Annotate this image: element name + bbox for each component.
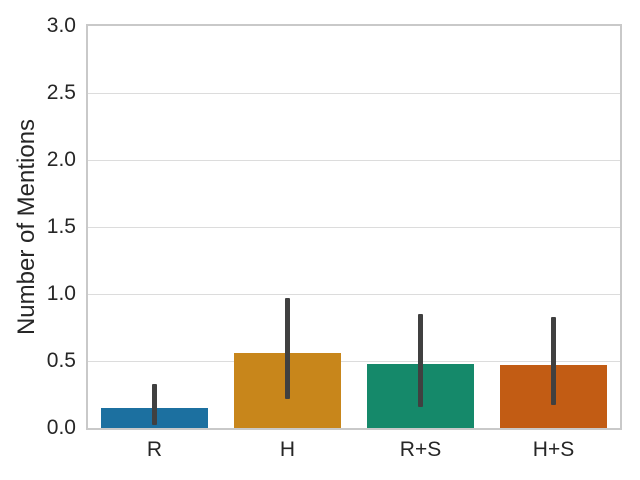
x-tick-label: H bbox=[279, 438, 296, 461]
error-bar bbox=[551, 316, 556, 406]
error-bar bbox=[285, 298, 290, 399]
x-tick-label: R+S bbox=[399, 438, 442, 461]
x-tick-label: R bbox=[146, 438, 163, 461]
y-tick-label: 2.0 bbox=[46, 148, 76, 171]
gridline bbox=[88, 160, 620, 161]
y-tick-label: 2.5 bbox=[46, 81, 76, 104]
gridline bbox=[88, 294, 620, 295]
error-bar bbox=[418, 314, 423, 407]
gridline bbox=[88, 361, 620, 362]
plot-area bbox=[86, 24, 622, 430]
gridline bbox=[88, 227, 620, 228]
error-bar bbox=[152, 383, 157, 426]
y-tick-label: 3.0 bbox=[46, 14, 76, 37]
x-tick-label: H+S bbox=[532, 438, 575, 461]
y-tick-label: 0.5 bbox=[46, 349, 76, 372]
y-tick-label: 1.0 bbox=[46, 282, 76, 305]
y-tick-label: 0.0 bbox=[46, 416, 76, 439]
y-tick-label: 1.5 bbox=[46, 215, 76, 238]
gridline bbox=[88, 93, 620, 94]
